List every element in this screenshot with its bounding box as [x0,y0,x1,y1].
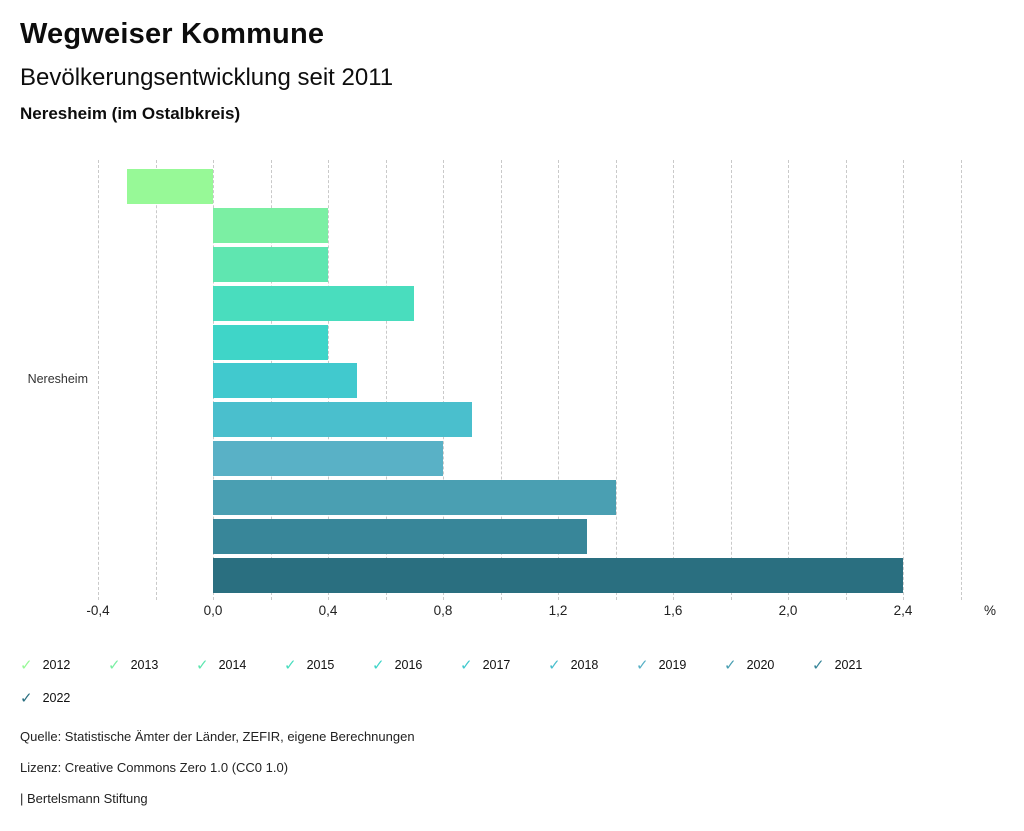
legend-year-label: 2015 [306,658,335,672]
check-icon: ✓ [548,656,561,674]
x-axis-unit-label: % [983,603,996,618]
legend-year-label: 2022 [42,691,71,705]
legend-item-2020[interactable]: ✓ 2020 [724,655,812,675]
legend-year-label: 2013 [130,658,159,672]
source-note: Quelle: Statistische Ämter der Länder, Z… [20,729,415,744]
legend-item-2015[interactable]: ✓ 2015 [284,655,372,675]
x-tick-label: 1,2 [548,603,568,618]
bar-2018 [213,402,472,438]
legend-item-2014[interactable]: ✓ 2014 [196,655,284,675]
gridline [845,160,847,600]
x-tick-label: 0,0 [203,603,223,618]
bar-2013 [213,207,328,243]
check-icon: ✓ [20,656,33,674]
check-icon: ✓ [108,656,121,674]
bar-2017 [213,363,357,399]
bar-2015 [213,285,415,321]
check-icon: ✓ [372,656,385,674]
legend-item-2019[interactable]: ✓ 2019 [636,655,724,675]
legend: ✓ 2012 ✓ 2013 ✓ 2014 ✓ 2015 ✓ 2016 ✓ 2017 ✓ 2018 ✓ 2019… [20,655,930,708]
bar-2022 [213,557,903,593]
gridline [558,160,559,600]
x-tick-label: 0,8 [433,603,453,618]
check-icon: ✓ [20,689,33,707]
legend-year-label: 2012 [42,658,71,672]
check-icon: ✓ [636,656,649,674]
bar-2016 [213,324,328,360]
legend-item-2021[interactable]: ✓ 2021 [812,655,900,675]
legend-year-label: 2014 [218,658,247,672]
chart-title: Bevölkerungsentwicklung seit 2011 [20,64,394,91]
chart-location: Neresheim (im Ostalbkreis) [20,104,241,123]
check-icon: ✓ [460,656,473,674]
gridline [960,160,962,600]
bar-2020 [213,480,616,515]
gridline [903,160,904,600]
check-icon: ✓ [724,656,737,674]
bar-2012 [126,169,214,204]
legend-item-2016[interactable]: ✓ 2016 [372,655,460,675]
check-icon: ✓ [196,656,209,674]
license-note: Lizenz: Creative Commons Zero 1.0 (CC0 1… [20,760,289,775]
gridline [673,160,674,600]
legend-year-label: 2021 [834,658,863,672]
legend-item-2012[interactable]: ✓ 2012 [20,655,108,675]
gridline [443,160,444,600]
gridline [155,160,157,600]
legend-year-label: 2018 [570,658,599,672]
attribution: | Bertelsmann Stiftung [20,791,148,806]
gridline [788,160,789,600]
app-title: Wegweiser Kommune [20,18,325,50]
legend-item-2013[interactable]: ✓ 2013 [108,655,196,675]
legend-year-label: 2017 [482,658,511,672]
x-tick-label: 2,4 [893,603,913,618]
x-tick-label: 0,4 [318,603,338,618]
x-tick-label: 2,0 [778,603,798,618]
legend-item-2018[interactable]: ✓ 2018 [548,655,636,675]
legend-year-label: 2016 [394,658,423,672]
bar-2014 [213,246,328,282]
bar-2019 [213,441,443,477]
gridline [385,160,387,600]
gridline [730,160,732,600]
legend-item-2022[interactable]: ✓ 2022 [20,688,108,708]
gridline [615,160,617,600]
gridline [500,160,502,600]
legend-year-label: 2019 [658,658,687,672]
y-axis-row-label: Neresheim [27,372,88,386]
x-tick-label: 1,6 [663,603,683,618]
bar-2021 [213,518,587,554]
x-tick-label: -0,4 [86,603,110,618]
legend-year-label: 2020 [746,658,775,672]
check-icon: ✓ [812,656,825,674]
gridline [98,160,99,600]
check-icon: ✓ [284,656,297,674]
legend-item-2017[interactable]: ✓ 2017 [460,655,548,675]
